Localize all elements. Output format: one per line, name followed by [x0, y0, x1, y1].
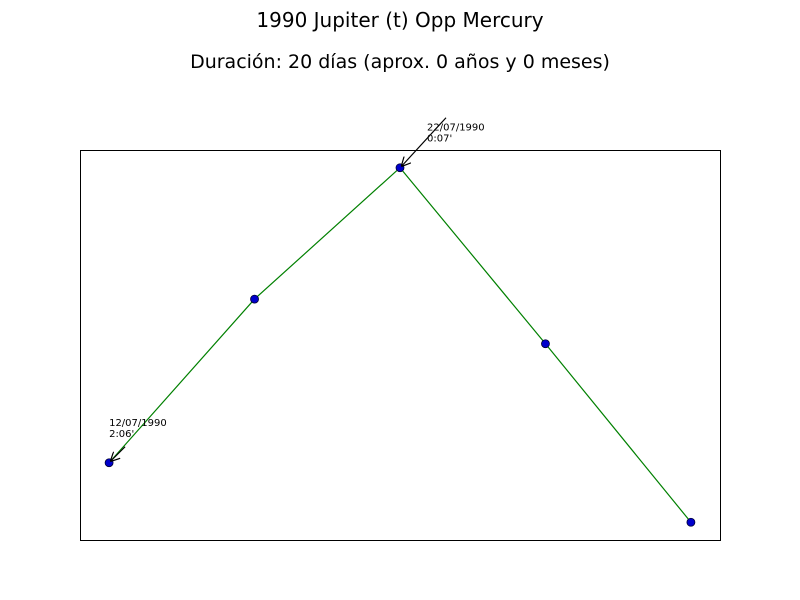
- plot-area-frame: [80, 150, 721, 541]
- annotation-arrow: [402, 117, 447, 166]
- data-point-1: [250, 294, 259, 304]
- data-point-3: [541, 339, 550, 349]
- annotation-value: 2:06': [109, 429, 134, 440]
- annotation-value: 0:07': [427, 134, 452, 145]
- data-point-4: [686, 517, 696, 527]
- annotation-date: 22/07/1990: [427, 123, 485, 134]
- chart-subtitle: Duración: 20 días (aprox. 0 años y 0 mes…: [190, 51, 610, 73]
- series-line: [108, 166, 692, 523]
- annotation-arrow: [111, 446, 126, 461]
- chart-title: 1990 Jupiter (t) Opp Mercury: [256, 8, 544, 32]
- annotation-date: 12/07/1990: [109, 418, 167, 429]
